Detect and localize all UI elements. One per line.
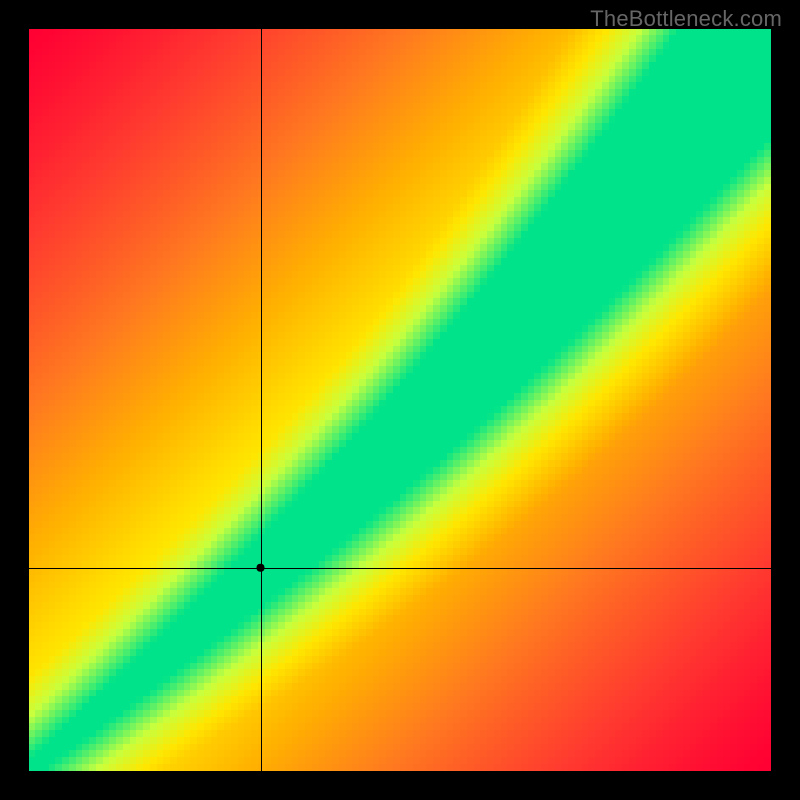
chart-area <box>29 29 771 771</box>
outer-frame: TheBottleneck.com <box>0 0 800 800</box>
heatmap-canvas <box>29 29 771 771</box>
watermark-text: TheBottleneck.com <box>590 6 782 32</box>
